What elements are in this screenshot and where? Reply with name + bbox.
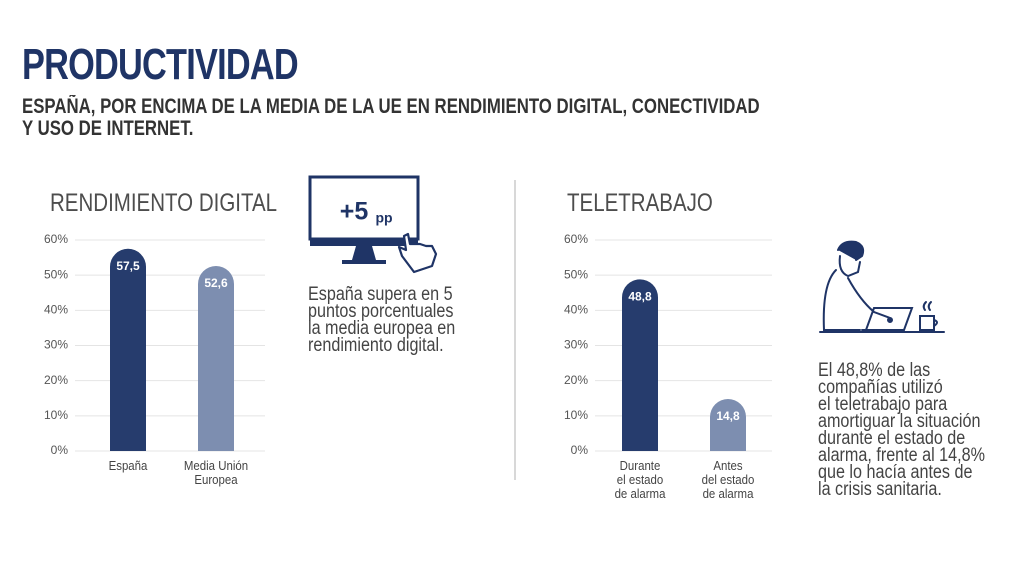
y-tick-label: 50%	[564, 267, 588, 281]
y-tick-label: 60%	[44, 232, 68, 246]
y-tick-label: 20%	[564, 373, 588, 387]
bar	[110, 248, 146, 451]
laptop	[861, 307, 914, 331]
page-title: PRODUCTIVIDAD	[22, 40, 299, 89]
y-tick-label: 50%	[44, 267, 68, 281]
x-tick-label: Media Unión Europea	[183, 458, 249, 487]
y-tick-label: 0%	[51, 443, 69, 457]
callout-text: El 48,8% de las compañías utilizó el tel…	[818, 360, 985, 500]
callout-text: España supera en 5 puntos porcentuales l…	[308, 284, 456, 356]
body	[822, 269, 861, 331]
laptop-logo	[887, 317, 893, 323]
page-subtitle: ESPAÑA, POR ENCIMA DE LA MEDIA DE LA UE …	[22, 95, 760, 140]
x-tick-label: Antes del estado de alarma	[701, 458, 755, 501]
y-tick-label: 0%	[571, 443, 589, 457]
monitor-bezel	[310, 239, 418, 246]
value-label: 57,5	[116, 259, 140, 273]
y-tick-label: 20%	[44, 373, 68, 387]
chart-title: TELETRABAJO	[567, 189, 713, 217]
x-tick-label: España	[108, 458, 148, 473]
badge-value: +5	[340, 198, 369, 226]
x-tick-label: Durante el estado de alarma	[614, 458, 666, 501]
arm	[847, 277, 891, 319]
person-icon	[819, 240, 945, 333]
bar	[198, 266, 234, 451]
y-tick-label: 40%	[44, 303, 68, 317]
y-tick-label: 40%	[564, 303, 588, 317]
monitor-icon: +5 pp	[308, 175, 438, 274]
monitor-base	[342, 260, 386, 264]
bar	[710, 398, 746, 451]
chart-title: RENDIMIENTO DIGITAL	[50, 189, 278, 217]
y-tick-label: 10%	[564, 408, 588, 422]
bar	[622, 279, 658, 451]
hair	[837, 240, 865, 261]
hand-cursor	[397, 232, 438, 274]
y-tick-label: 10%	[44, 408, 68, 422]
value-label: 52,6	[204, 276, 228, 290]
steam	[922, 301, 932, 311]
monitor-stand	[352, 246, 376, 260]
face	[838, 255, 861, 278]
value-label: 48,8	[628, 290, 652, 304]
value-label: 14,8	[716, 409, 740, 423]
y-tick-label: 30%	[564, 338, 588, 352]
cup	[919, 315, 938, 331]
y-tick-label: 30%	[44, 338, 68, 352]
y-tick-label: 60%	[564, 232, 588, 246]
badge-unit: pp	[375, 210, 392, 226]
